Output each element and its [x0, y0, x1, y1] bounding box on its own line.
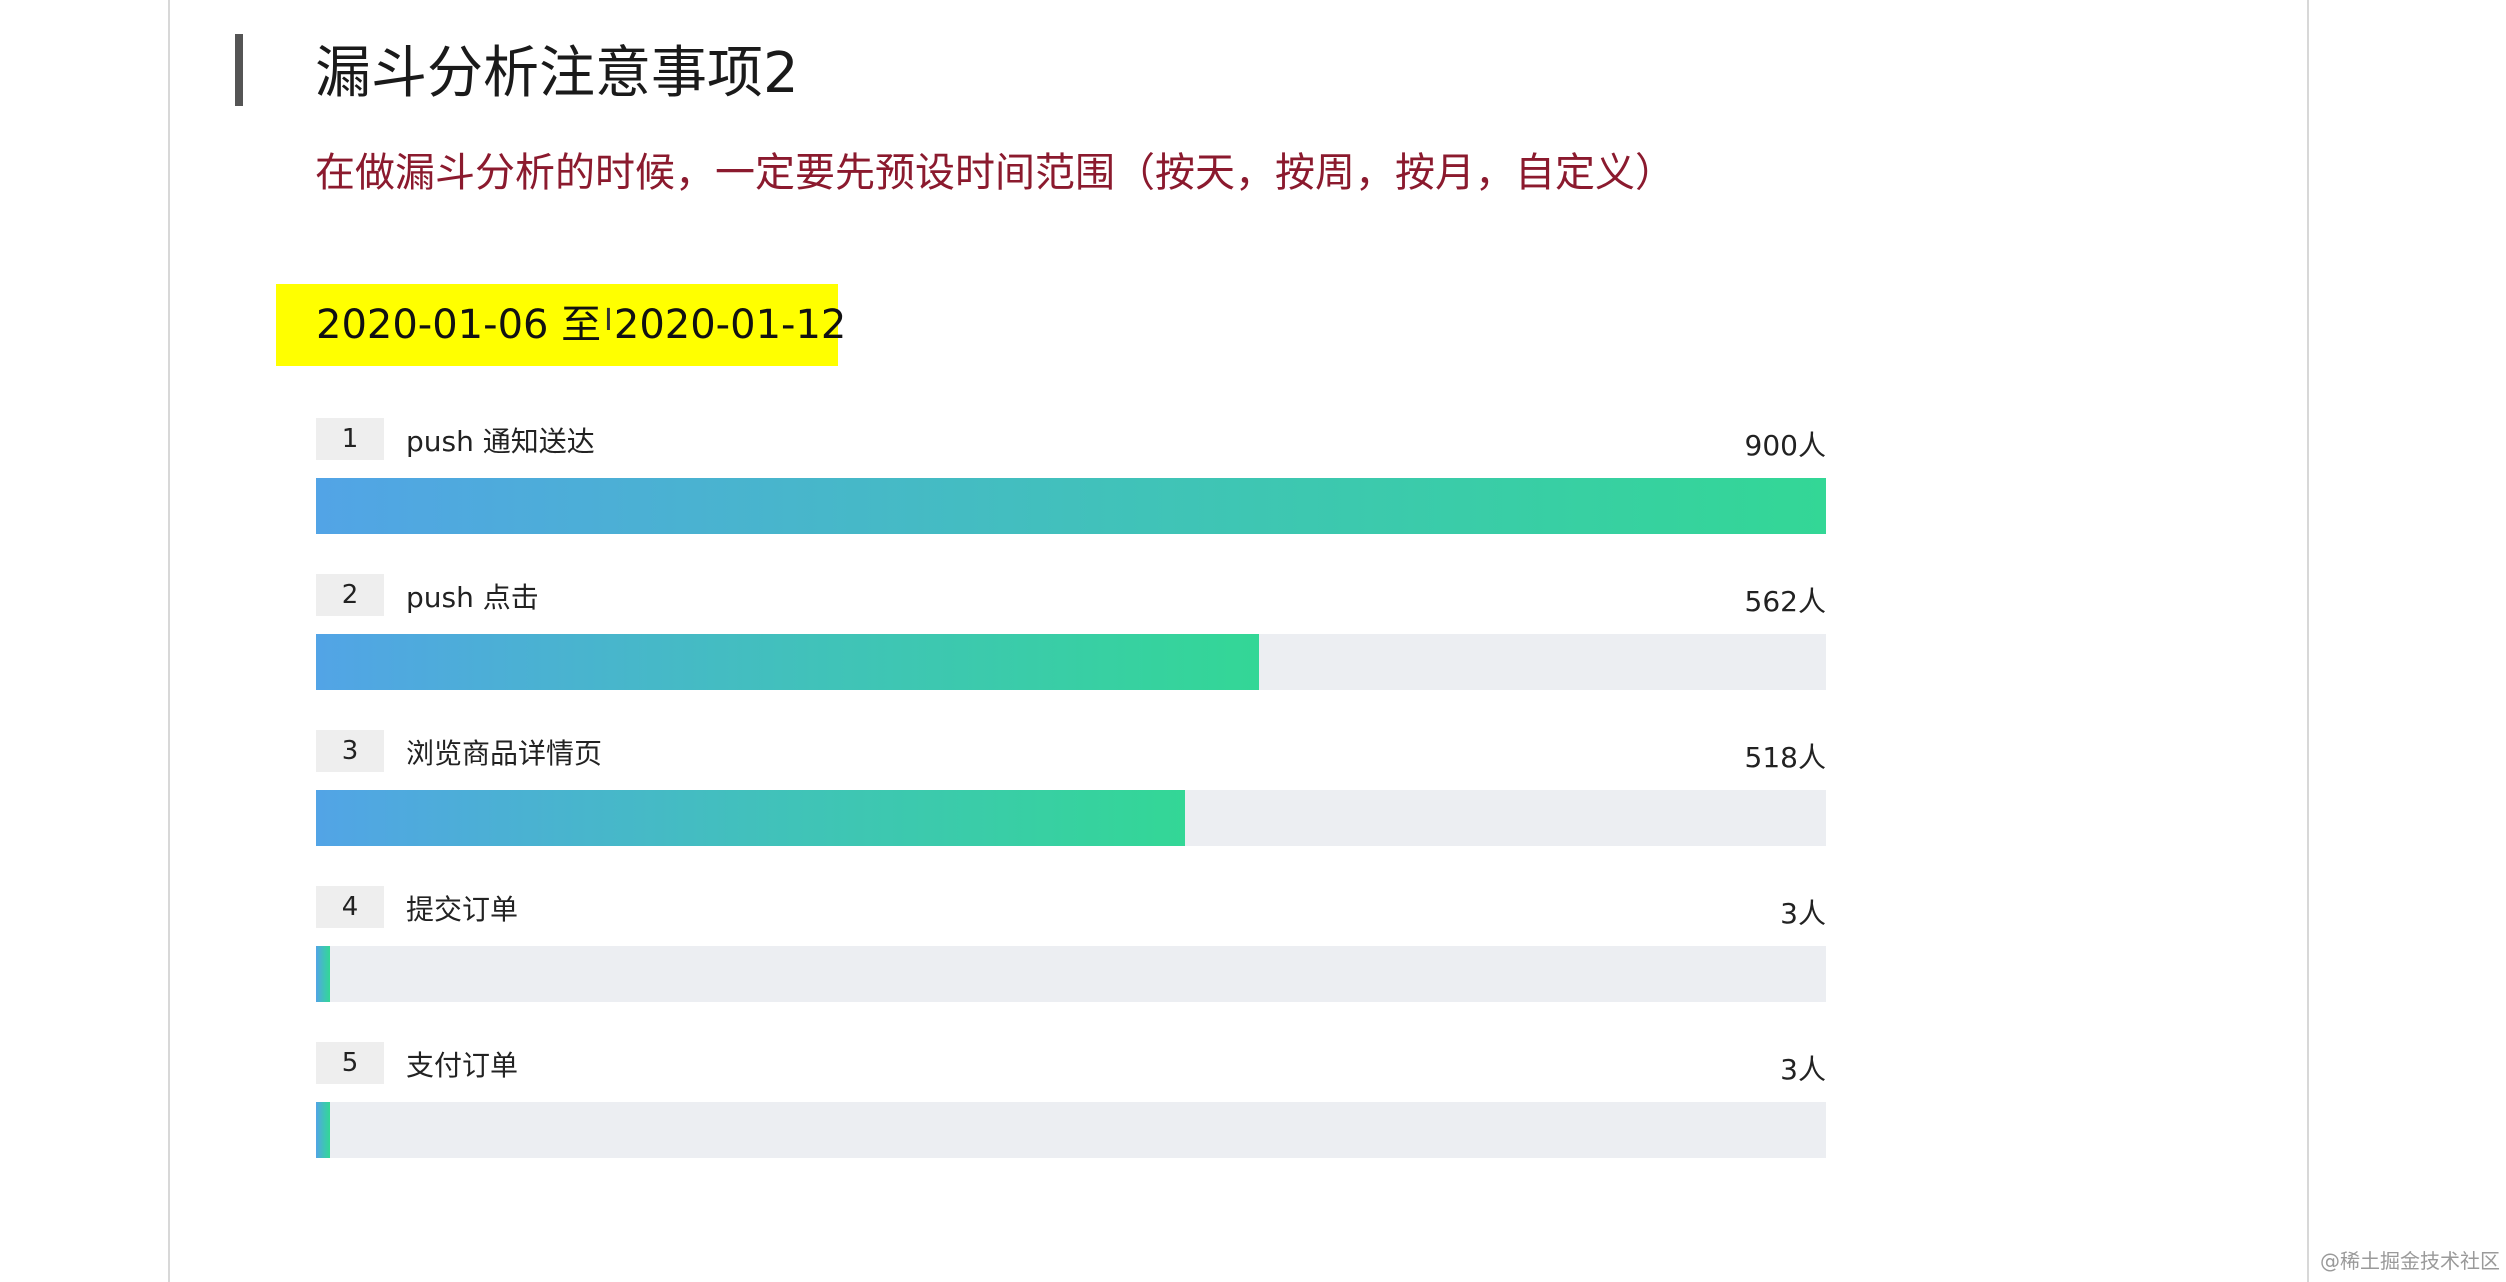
funnel-step: 4 提交订单 3人: [316, 886, 1826, 1006]
funnel-step: 3 浏览商品详情页 518人: [316, 730, 1826, 850]
page-border-right: [2307, 0, 2309, 1282]
funnel-bar: [316, 946, 330, 1002]
page-border-left: [168, 0, 170, 1282]
funnel-step-label: 支付订单: [406, 1049, 519, 1082]
slide-title: 漏斗分析注意事项2: [315, 41, 799, 106]
funnel-bar-track: [316, 946, 1826, 1002]
funnel-bar: [316, 634, 1259, 690]
funnel-bar-track: [316, 478, 1826, 534]
funnel-step-number: 5: [316, 1042, 384, 1084]
funnel-bar: [316, 1102, 330, 1158]
slide-subtitle: 在做漏斗分析的时候，一定要先预设时间范围（按天，按周，按月，自定义）: [315, 150, 1675, 196]
funnel-step: 5 支付订单 3人: [316, 1042, 1826, 1162]
funnel-step: 2 push 点击 562人: [316, 574, 1826, 694]
funnel-bar-track: [316, 790, 1826, 846]
funnel-step-number: 1: [316, 418, 384, 460]
funnel-bar: [316, 790, 1185, 846]
text-cursor-icon: I: [604, 303, 613, 338]
funnel-step-number: 2: [316, 574, 384, 616]
funnel-step-value-label: 562人: [1744, 585, 1826, 618]
watermark: @稀土掘金技术社区: [2320, 1249, 2500, 1273]
funnel-step-number: 4: [316, 886, 384, 928]
funnel-step-value-label: 900人: [1744, 429, 1826, 462]
title-accent-bar: [235, 34, 243, 106]
funnel-step: 1 push 通知送达 900人: [316, 418, 1826, 538]
funnel-step-value-label: 3人: [1780, 1053, 1826, 1086]
funnel-bar: [316, 478, 1826, 534]
funnel-step-value-label: 3人: [1780, 897, 1826, 930]
funnel-bar-track: [316, 634, 1826, 690]
funnel-step-label: push 通知送达: [406, 425, 595, 458]
funnel-bar-track: [316, 1102, 1826, 1158]
funnel-step-label: 浏览商品详情页: [406, 737, 603, 770]
funnel-step-label: 提交订单: [406, 893, 519, 926]
funnel-step-number: 3: [316, 730, 384, 772]
date-range-highlight: 2020-01-06 至 2020-01-12: [276, 284, 846, 366]
funnel-step-value-label: 518人: [1744, 741, 1826, 774]
funnel-step-label: push 点击: [406, 581, 539, 614]
